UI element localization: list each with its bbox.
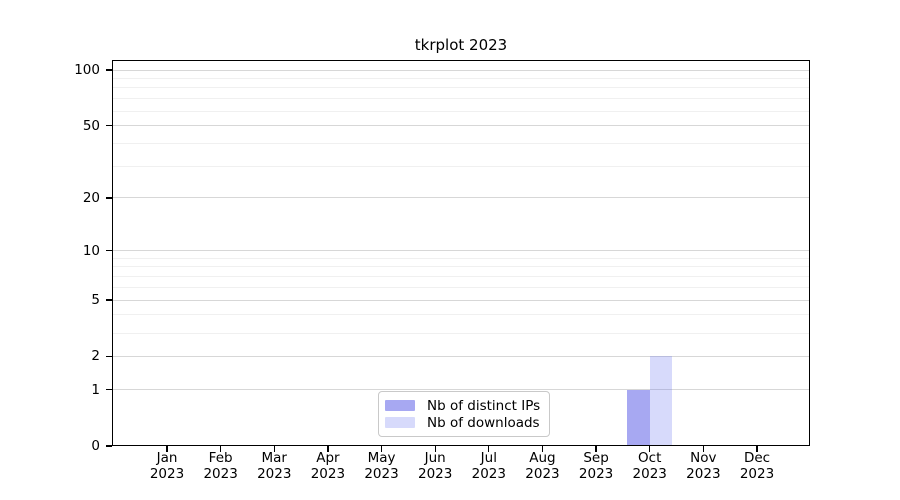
gridline-major (113, 125, 809, 127)
x-tick-label: Jan 2023 (149, 450, 185, 482)
legend-label: Nb of downloads (427, 414, 540, 431)
gridline-minor (113, 332, 809, 334)
gridline-major (113, 197, 809, 199)
gridline-minor (113, 98, 809, 100)
x-tick-mark (219, 446, 222, 452)
x-tick-mark (327, 446, 329, 452)
x-tick-label: Dec 2023 (739, 450, 775, 482)
x-tick-label: Nov 2023 (686, 450, 721, 482)
y-tick-mark (106, 355, 112, 358)
gridline-minor (113, 276, 809, 278)
gridline-major (113, 389, 809, 391)
gridline-major (113, 355, 809, 357)
gridline-minor (113, 77, 809, 79)
gridline-minor (113, 165, 809, 167)
legend-label: Nb of distinct IPs (427, 397, 541, 414)
legend: Nb of distinct IPs Nb of downloads (378, 391, 551, 437)
y-tick-label: 50 (82, 117, 100, 134)
gridline-major (113, 69, 809, 71)
x-tick-label: Feb 2023 (203, 450, 238, 482)
y-tick-mark (106, 445, 112, 447)
gridline-minor (113, 142, 809, 144)
x-tick-label: Jun 2023 (417, 450, 453, 482)
legend-swatch-icon (385, 417, 415, 428)
bar-distinct-ips (627, 389, 650, 445)
gridline-major (113, 250, 809, 252)
chart-title: tkrplot 2023 (414, 36, 508, 54)
y-tick-label: 10 (82, 242, 100, 259)
y-tick-mark (106, 249, 112, 252)
x-tick-mark (380, 446, 383, 452)
x-tick-label: Mar 2023 (257, 450, 292, 482)
x-tick-mark (541, 446, 544, 452)
y-tick-label: 1 (91, 381, 100, 398)
y-tick-mark (106, 69, 112, 71)
gridline-minor (113, 266, 809, 268)
y-tick-mark (106, 197, 112, 199)
y-tick-label: 5 (91, 292, 100, 309)
legend-swatch-icon (385, 400, 415, 411)
x-tick-mark (702, 446, 704, 452)
x-tick-label: Oct 2023 (632, 450, 667, 482)
y-tick-mark (106, 388, 112, 391)
gridline-minor (113, 87, 809, 89)
gridline-major (113, 299, 809, 301)
y-tick-label: 2 (91, 348, 100, 365)
gridline-minor (113, 110, 809, 112)
x-tick-mark (756, 446, 758, 452)
gridline-minor (113, 257, 809, 259)
y-tick-label: 20 (82, 189, 100, 206)
y-tick-label: 100 (74, 62, 100, 78)
x-tick-label: Aug 2023 (525, 450, 560, 482)
y-tick-mark (106, 125, 112, 127)
x-tick-mark (434, 446, 436, 452)
x-tick-mark (488, 446, 490, 452)
gridline-minor (113, 286, 809, 288)
y-tick-label: 0 (91, 438, 100, 454)
x-tick-label: May 2023 (364, 450, 399, 482)
x-tick-label: Sep 2023 (578, 450, 614, 482)
y-tick-mark (106, 299, 112, 301)
x-tick-mark (273, 446, 275, 452)
legend-entry: Nb of distinct IPs (385, 397, 540, 414)
bar-downloads (649, 356, 673, 445)
x-tick-mark (649, 446, 651, 452)
x-tick-label: Apr 2023 (310, 450, 346, 482)
x-tick-label: Jul 2023 (471, 450, 506, 482)
legend-entry: Nb of downloads (385, 414, 540, 431)
x-tick-mark (166, 446, 168, 452)
x-tick-mark (595, 446, 597, 452)
gridline-minor (113, 314, 809, 316)
